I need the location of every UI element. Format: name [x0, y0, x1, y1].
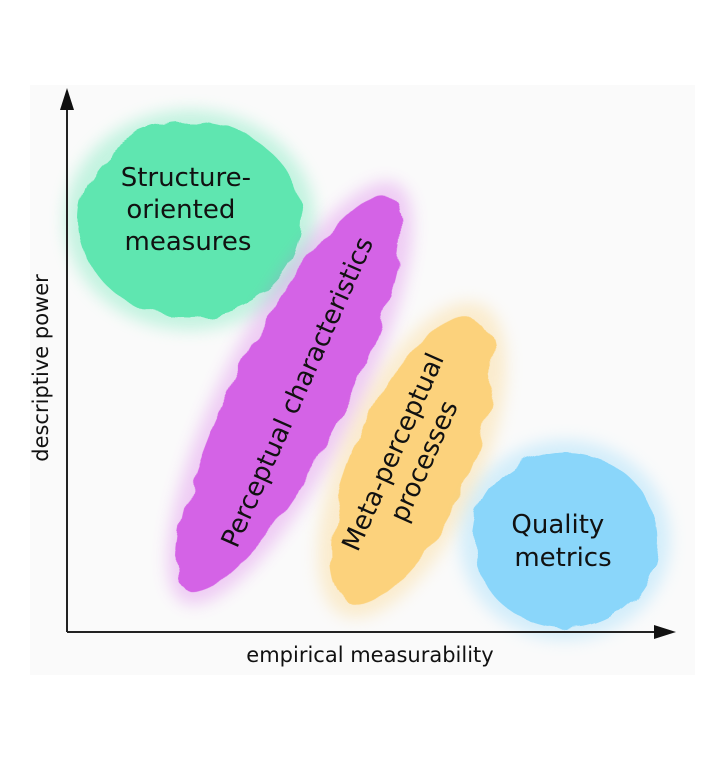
svg-text:Quality metrics: Quality metrics — [511, 510, 612, 573]
quality-label-line-1: Quality — [511, 510, 604, 540]
structure-label-line-3: measures — [125, 227, 252, 257]
y-axis-arrow — [60, 88, 74, 110]
svg-text:Structure- oriented: Structure- oriented measures — [121, 163, 260, 257]
quality-label-line-2: metrics — [514, 543, 611, 573]
structure-label-line-2: oriented — [126, 195, 235, 225]
x-axis-arrow — [654, 625, 676, 639]
meta-perceptual-region: Meta-perceptual processes — [317, 302, 507, 618]
structure-label-line-1: Structure- — [121, 163, 251, 193]
y-axis-label: descriptive power — [29, 274, 53, 462]
x-axis-label: empirical measurability — [246, 643, 493, 667]
structure-oriented-region: Structure- oriented measures — [65, 110, 315, 330]
axes — [60, 88, 676, 639]
quality-metrics-region: Quality metrics — [460, 440, 670, 640]
